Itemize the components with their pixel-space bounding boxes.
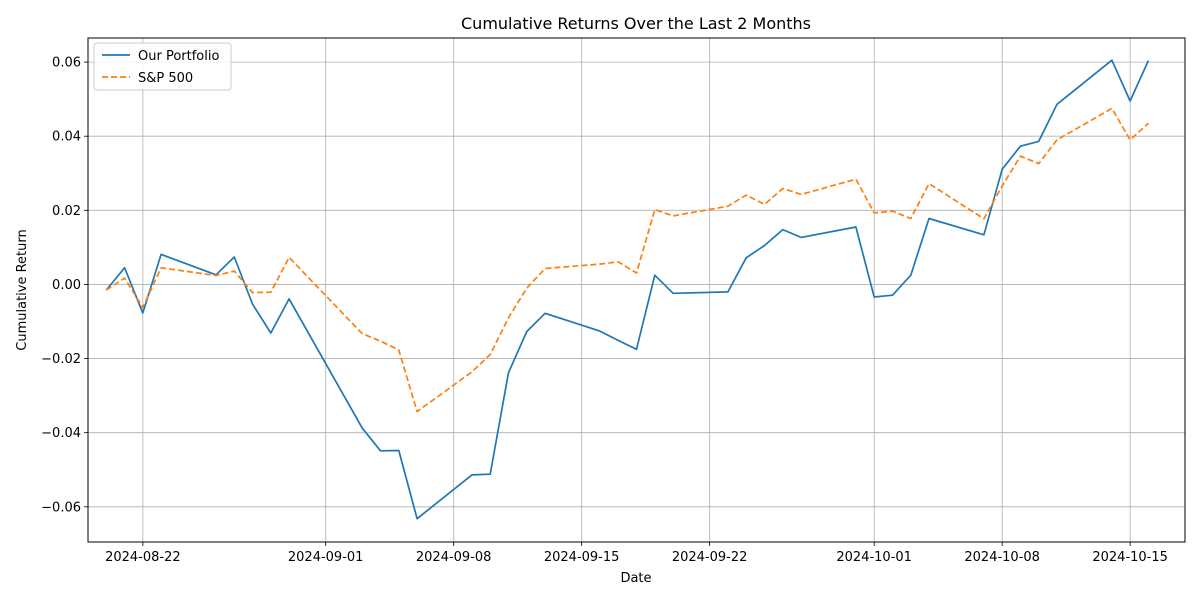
y-tick-label: −0.02 xyxy=(41,352,81,367)
series-line-sp500 xyxy=(105,107,1149,413)
y-tick-label: 0.02 xyxy=(52,204,81,219)
y-tick-label: 0.04 xyxy=(52,130,81,145)
x-axis: 2024-08-22 2024-09-01 2024-09-08 2024-09-15… xyxy=(105,542,1168,565)
legend-label-sp500: S&P 500 xyxy=(138,71,193,86)
plot-frame xyxy=(87,37,1186,543)
x-tick-label: 2024-10-15 xyxy=(1092,550,1168,565)
x-tick-label: 2024-09-22 xyxy=(672,550,748,565)
series-line-portfolio xyxy=(105,59,1150,520)
series-lines xyxy=(105,59,1150,520)
x-tick-label: 2024-08-22 xyxy=(105,550,181,565)
x-tick-label: 2024-10-08 xyxy=(964,550,1040,565)
y-tick-label: −0.04 xyxy=(41,426,81,441)
y-tick-label: −0.06 xyxy=(41,500,81,515)
x-tick-label: 2024-09-15 xyxy=(544,550,620,565)
chart-title: Cumulative Returns Over the Last 2 Month… xyxy=(461,14,811,33)
legend: Our Portfolio S&P 500 xyxy=(93,42,232,91)
x-tick-label: 2024-09-01 xyxy=(288,550,364,565)
grid xyxy=(88,38,1185,542)
x-axis-title: Date xyxy=(620,571,651,586)
x-tick-label: 2024-10-01 xyxy=(836,550,912,565)
y-axis-title: Cumulative Return xyxy=(15,229,30,350)
y-tick-label: 0.06 xyxy=(52,56,81,71)
legend-label-portfolio: Our Portfolio xyxy=(138,49,219,64)
x-tick-label: 2024-09-08 xyxy=(416,550,492,565)
y-tick-label: 0.00 xyxy=(52,278,81,293)
y-axis: −0.06 −0.04 −0.02 0.00 0.02 0.04 0.06 xyxy=(41,56,88,515)
